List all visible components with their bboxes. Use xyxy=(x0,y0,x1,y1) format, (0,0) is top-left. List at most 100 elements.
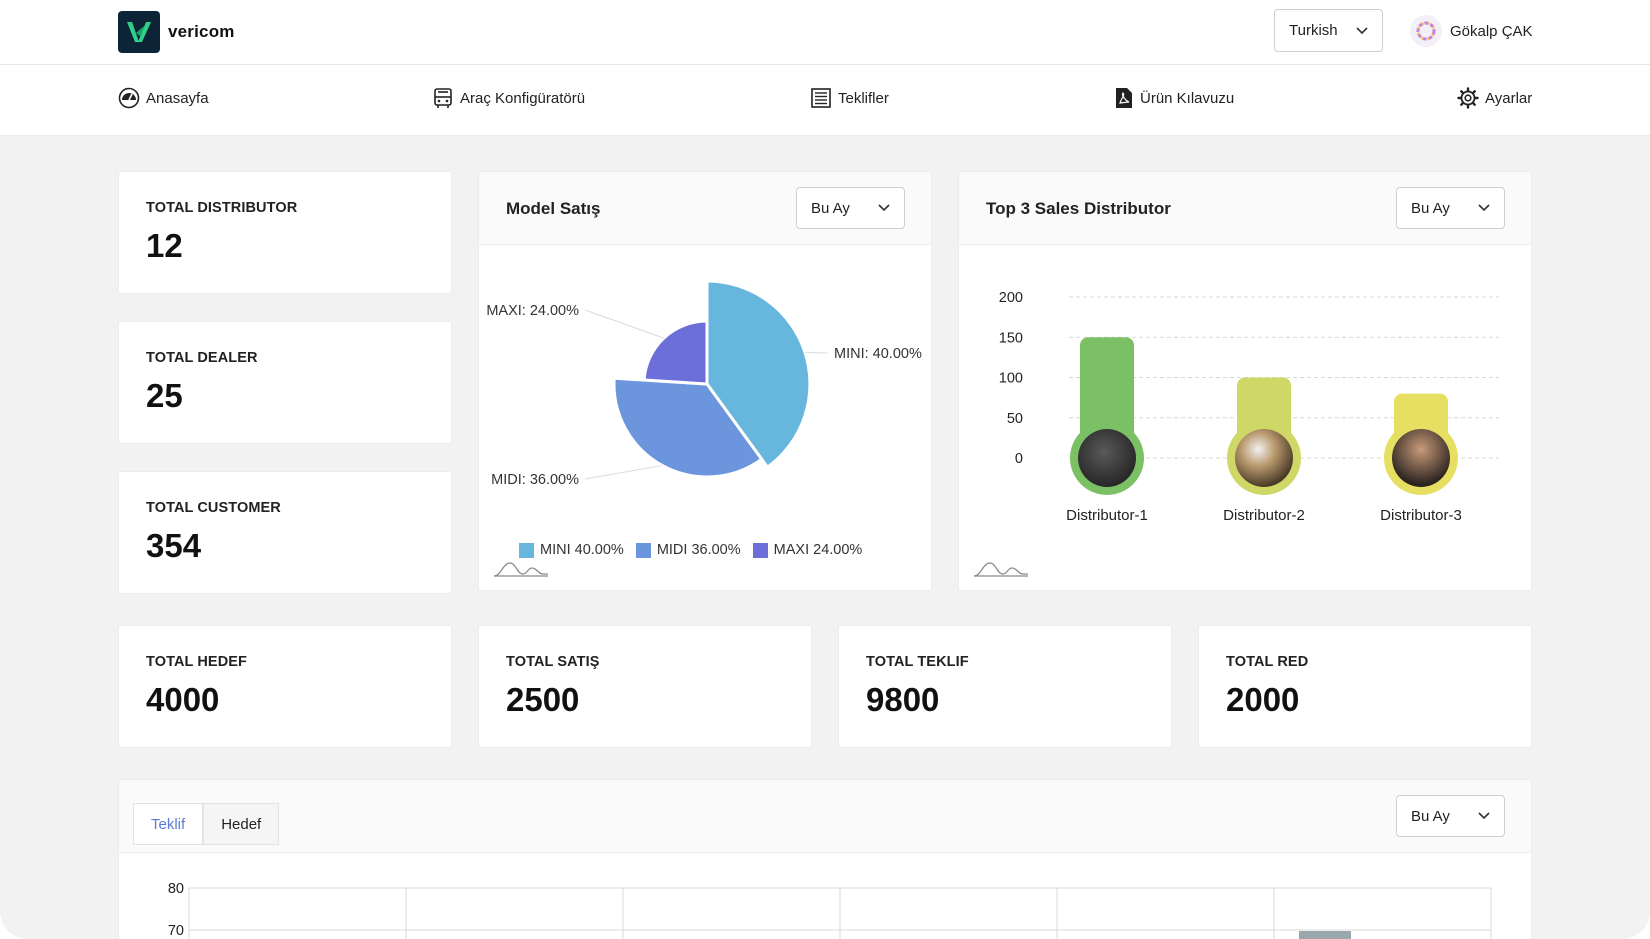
teklif-hedef-panel: Teklif Hedef Bu Ay 80 70 xyxy=(119,780,1531,939)
legend-item-maxi[interactable]: MAXI 24.00% xyxy=(752,542,863,558)
stat-card-total-teklif: TOTAL TEKLIF 9800 xyxy=(839,626,1171,747)
card-header: Top 3 Sales Distributor Bu Ay xyxy=(959,172,1531,245)
panel-header: Teklif Hedef Bu Ay xyxy=(119,780,1531,853)
language-select[interactable]: Turkish xyxy=(1274,9,1383,52)
pdf-file-icon xyxy=(1116,88,1132,108)
main-nav: Anasayfa Araç Konfigüratörü Teklifler xyxy=(0,65,1650,136)
vericom-logo-icon xyxy=(118,11,160,53)
user-avatar xyxy=(1410,15,1442,47)
period-select[interactable]: Bu Ay xyxy=(796,187,905,229)
nav-label: Ürün Kılavuzu xyxy=(1140,89,1235,107)
stat-value: 2500 xyxy=(506,681,580,718)
stat-value: 12 xyxy=(146,227,183,264)
period-select[interactable]: Bu Ay xyxy=(1396,187,1505,229)
period-value: Bu Ay xyxy=(1411,199,1450,217)
stat-value: 2000 xyxy=(1226,681,1300,718)
pie-legend: MINI 40.00% MIDI 36.00% MAXI 24.00% xyxy=(519,542,874,558)
user-name: Gökalp ÇAK xyxy=(1450,22,1533,40)
stat-label: TOTAL DEALER xyxy=(146,350,258,366)
stat-label: TOTAL CUSTOMER xyxy=(146,500,281,516)
bus-icon xyxy=(434,88,452,108)
user-menu[interactable]: Gökalp ÇAK xyxy=(1410,15,1533,47)
pie-leader-line xyxy=(584,465,663,480)
pie-slice-label: MIDI: 36.00% xyxy=(491,472,579,488)
panel-tabs: Teklif Hedef xyxy=(133,803,280,845)
bar-partial xyxy=(1299,931,1351,939)
stat-value: 4000 xyxy=(146,681,220,718)
teklif-bar-chart: 80 70 xyxy=(168,881,1492,939)
card-title: Top 3 Sales Distributor xyxy=(986,199,1171,218)
legend-item-mini[interactable]: MINI 40.00% xyxy=(519,542,624,558)
gear-icon xyxy=(1457,87,1479,109)
legend-item-midi[interactable]: MIDI 36.00% xyxy=(635,542,741,558)
chevron-down-icon xyxy=(1356,26,1368,34)
tab-teklif[interactable]: Teklif xyxy=(133,803,204,845)
card-header: Model Satış Bu Ay xyxy=(479,172,931,245)
legend-label: MAXI 24.00% xyxy=(773,542,863,558)
period-value: Bu Ay xyxy=(1411,807,1450,825)
pie-slice-label: MAXI: 24.00% xyxy=(486,303,579,319)
legend-swatch xyxy=(635,542,651,558)
nav-item-ayarlar[interactable]: Ayarlar xyxy=(1457,87,1532,109)
stat-label: TOTAL SATIŞ xyxy=(506,654,600,670)
document-list-icon xyxy=(811,88,831,108)
nav-label: Ayarlar xyxy=(1485,89,1533,107)
nav-label: Anasayfa xyxy=(146,89,209,107)
avatar-ring-icon xyxy=(1416,21,1436,41)
y-tick-label: 80 xyxy=(168,881,184,897)
top-distributors-bar-chart: 200 150 100 50 0 Distributor-1 Distributor-2 D… xyxy=(999,290,1499,524)
stat-card-total-distributor: TOTAL DISTRIBUTOR 12 xyxy=(119,172,451,293)
y-tick-label: 200 xyxy=(999,290,1023,306)
y-tick-label: 100 xyxy=(999,371,1023,387)
chevron-down-icon xyxy=(1478,204,1490,212)
stat-value: 9800 xyxy=(866,681,940,718)
nav-label: Teklifler xyxy=(838,89,889,107)
card-title: Model Satış xyxy=(506,199,601,218)
stat-card-total-customer: TOTAL CUSTOMER 354 xyxy=(119,472,451,593)
period-select[interactable]: Bu Ay xyxy=(1396,795,1505,837)
distributor-avatar xyxy=(1392,429,1450,487)
distributor-name: Distributor-2 xyxy=(1223,507,1305,524)
nav-item-anasayfa[interactable]: Anasayfa xyxy=(118,87,209,109)
distributor-avatar xyxy=(1078,429,1136,487)
pie-slice-maxi[interactable] xyxy=(642,319,709,386)
nav-item-arac-konfigurator[interactable]: Araç Konfigüratörü xyxy=(432,87,585,109)
top-bar: vericom Turkish Gökalp ÇAK xyxy=(0,0,1650,65)
distributor-avatar xyxy=(1235,429,1293,487)
tab-hedef[interactable]: Hedef xyxy=(203,803,280,845)
y-tick-label: 70 xyxy=(168,923,184,939)
nav-label: Araç Konfigüratörü xyxy=(460,89,586,107)
stat-card-total-satis: TOTAL SATIŞ 2500 xyxy=(479,626,811,747)
pie-leader-line xyxy=(584,309,665,339)
dashboard-icon xyxy=(118,87,140,109)
y-tick-label: 0 xyxy=(1015,451,1023,467)
distributor-name: Distributor-1 xyxy=(1066,507,1148,524)
stat-value: 354 xyxy=(146,527,202,564)
y-tick-label: 50 xyxy=(1007,411,1023,427)
brand-name: vericom xyxy=(168,22,235,41)
stat-label: TOTAL DISTRIBUTOR xyxy=(146,200,298,216)
stat-card-total-hedef: TOTAL HEDEF 4000 xyxy=(119,626,451,747)
stat-card-total-dealer: TOTAL DEALER 25 xyxy=(119,322,451,443)
model-sales-card: Model Satış Bu Ay MINI: 40.00% MIDI: 36.0… xyxy=(479,172,931,590)
pie-slice-midi[interactable] xyxy=(612,376,764,479)
top-distributors-card: Top 3 Sales Distributor Bu Ay 200 150 100 5… xyxy=(959,172,1531,590)
stat-label: TOTAL HEDEF xyxy=(146,654,247,670)
nav-item-urun-kilavuzu[interactable]: Ürün Kılavuzu xyxy=(1114,87,1234,109)
nav-item-teklifler[interactable]: Teklifler xyxy=(810,87,889,109)
pie-leader-line xyxy=(804,351,829,354)
stat-card-total-red: TOTAL RED 2000 xyxy=(1199,626,1531,747)
stat-value: 25 xyxy=(146,377,183,414)
pie-slice-mini[interactable] xyxy=(705,279,812,470)
legend-swatch xyxy=(519,542,534,558)
stat-label: TOTAL TEKLIF xyxy=(866,654,969,670)
y-tick-label: 150 xyxy=(999,330,1023,346)
legend-label: MINI 40.00% xyxy=(540,542,624,558)
legend-swatch xyxy=(752,542,768,558)
distributor-name: Distributor-3 xyxy=(1380,507,1462,524)
chevron-down-icon xyxy=(878,204,890,212)
brand-logo[interactable]: vericom xyxy=(118,11,235,53)
amcharts-watermark-icon xyxy=(973,562,1028,577)
stat-label: TOTAL RED xyxy=(1226,654,1309,670)
